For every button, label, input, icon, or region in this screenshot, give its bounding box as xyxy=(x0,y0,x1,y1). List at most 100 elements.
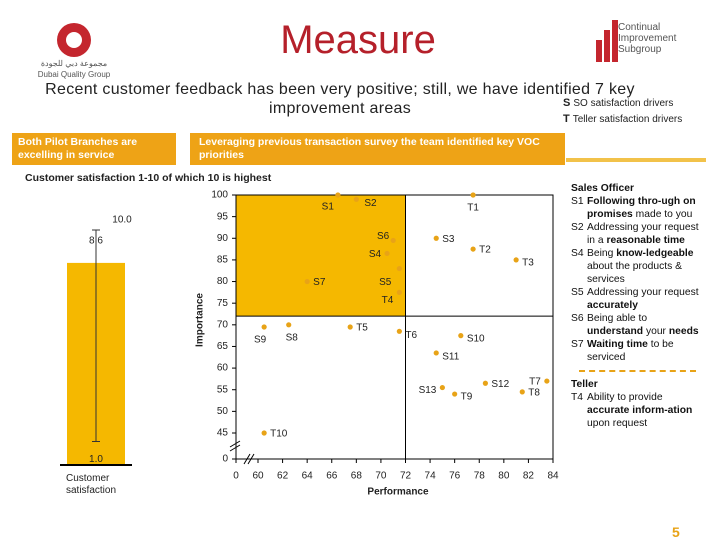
point xyxy=(452,391,458,397)
point-label: S10 xyxy=(467,333,485,344)
y-tick-label: 95 xyxy=(217,211,229,222)
error-label: 10.0 xyxy=(112,215,132,226)
middle-header: Leveraging previous transaction survey t… xyxy=(190,133,565,165)
point-label: T7 xyxy=(529,377,541,388)
driver-code: T4 xyxy=(571,392,584,403)
point-label: T9 xyxy=(461,392,473,403)
driver-segment: know-ledgeable xyxy=(616,248,694,259)
category-label: Customer satisfaction xyxy=(66,473,116,496)
driver-segment: Following thro-ugh on promises xyxy=(587,196,696,220)
logo-text: Dubai Quality Group xyxy=(38,70,111,79)
driver-item: S4 Being know-ledgeable about the product… xyxy=(571,247,702,286)
driver-text: Ability to provide accurate inform-ation… xyxy=(587,391,702,430)
logo-mark xyxy=(66,32,82,48)
driver-item: S7 Waiting time to be serviced xyxy=(571,338,702,364)
point-label: S11 xyxy=(442,352,459,363)
point-label: T3 xyxy=(522,258,534,269)
y-tick-label: 50 xyxy=(217,406,229,417)
x-tick-label: 0 xyxy=(233,471,239,482)
x-tick-label: 66 xyxy=(326,471,338,482)
driver-item: S6 Being able to understand your needs xyxy=(571,312,702,338)
point xyxy=(470,246,476,252)
driver-text: Being able to understand your needs xyxy=(587,312,702,338)
x-tick-label: 62 xyxy=(277,471,289,482)
point xyxy=(519,389,525,395)
driver-item: S1 Following thro-ugh on promises made to… xyxy=(571,195,702,221)
logo-right-text: Continual Improvement Subgroup xyxy=(618,22,677,55)
point xyxy=(261,430,267,436)
bar-title-text: Customer satisfaction 1-10 of which 10 i… xyxy=(25,172,272,184)
driver-segment: made to you xyxy=(635,209,693,220)
point-label: T4 xyxy=(382,295,394,306)
driver-text: Waiting time to be serviced xyxy=(587,338,702,364)
logo-bar xyxy=(604,30,610,62)
point xyxy=(439,384,445,391)
point xyxy=(353,196,359,202)
point-label: S6 xyxy=(377,231,390,242)
driver-segment: Being able to xyxy=(587,313,648,324)
sidebar: Sales Officer S1 Following thro-ugh on pro… xyxy=(566,158,706,488)
driver-segment: upon request xyxy=(587,418,648,429)
driver-segment: Addressing your request in a xyxy=(587,222,699,246)
driver-text: Being know-ledgeable about the products … xyxy=(587,247,702,286)
title: Measure xyxy=(280,18,436,62)
point xyxy=(433,235,439,241)
axis-break xyxy=(229,440,255,465)
y-tick-label: 80 xyxy=(217,276,229,287)
x-tick-label: 76 xyxy=(449,471,461,482)
legend-text: Teller satisfaction drivers xyxy=(572,114,683,125)
left-header: Both Pilot Branches are excelling in ser… xyxy=(12,133,176,165)
y-tick-label: 75 xyxy=(217,298,229,309)
driver-code: S4 xyxy=(571,248,584,259)
driver-item: S5 Addressing your request accurately xyxy=(571,286,702,312)
y-tick-label: 70 xyxy=(217,319,229,330)
legend-text: SO satisfaction drivers xyxy=(573,98,674,109)
point-label: S1 xyxy=(322,202,335,213)
point xyxy=(304,278,310,285)
separator xyxy=(579,370,696,372)
y-tick-label: 85 xyxy=(217,255,229,266)
driver-text: Following thro-ugh on promises made to y… xyxy=(587,195,702,221)
point-label: T1 xyxy=(467,203,479,214)
driver-segment: needs xyxy=(668,326,699,337)
point-label: S9 xyxy=(254,335,267,346)
driver-segment: reasonable time xyxy=(606,235,685,246)
driver-text: Addressing your request in a reasonable … xyxy=(587,221,702,247)
driver-code: S6 xyxy=(571,313,584,324)
point-label: S5 xyxy=(379,277,392,288)
x-axis-label: Performance xyxy=(367,487,429,498)
x-tick-label: 70 xyxy=(375,471,387,482)
point-label: S4 xyxy=(369,249,382,260)
legend-item: T Teller satisfaction drivers xyxy=(563,113,682,125)
point xyxy=(396,328,402,334)
driver-segment: Waiting time xyxy=(587,339,648,350)
logo-bar xyxy=(596,40,602,62)
x-tick-label: 78 xyxy=(474,471,486,482)
driver-segment: accurate inform-ation xyxy=(587,405,693,416)
logo-left: مجموعة دبي للجودة Dubai Quality Group xyxy=(38,23,111,79)
x-tick-label: 68 xyxy=(351,471,363,482)
point xyxy=(390,237,396,244)
group-heading: Teller xyxy=(571,379,598,390)
driver-segment: accurately xyxy=(587,300,638,311)
legend-item: S SO satisfaction drivers xyxy=(563,97,673,109)
quadrant xyxy=(236,195,406,317)
group-heading: Sales Officer xyxy=(571,183,634,194)
page-number: 5 xyxy=(672,524,680,540)
point xyxy=(470,192,476,198)
point xyxy=(513,257,519,263)
x-tick-label: 74 xyxy=(425,471,437,482)
point xyxy=(347,324,353,330)
y-tick-label: 90 xyxy=(217,233,229,244)
point xyxy=(396,265,402,272)
x-tick-label: 60 xyxy=(252,471,264,482)
driver-segment: about the products & services xyxy=(587,261,683,285)
driver-code: S2 xyxy=(571,222,584,233)
point-label: S2 xyxy=(364,198,377,209)
point xyxy=(544,378,550,384)
bar-title: Customer satisfaction 1-10 of which 10 i… xyxy=(25,172,272,184)
point xyxy=(433,350,439,356)
point xyxy=(261,324,267,330)
